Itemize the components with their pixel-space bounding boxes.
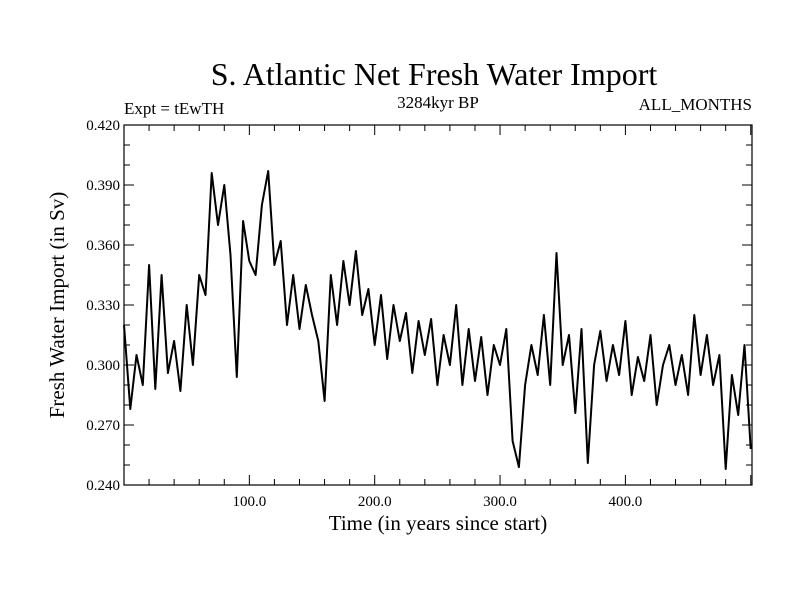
x-axis-label: Time (in years since start) <box>329 511 548 535</box>
x-tick-label: 400.0 <box>609 494 643 510</box>
subtitle-experiment: Expt = tEwTH <box>124 99 224 118</box>
y-tick-label: 0.330 <box>86 298 120 314</box>
x-tick-label: 300.0 <box>483 494 517 510</box>
y-axis-label: Fresh Water Import (in Sv) <box>45 192 69 419</box>
subtitle-months: ALL_MONTHS <box>639 95 752 114</box>
y-tick-label: 0.420 <box>86 118 120 134</box>
plot-frame <box>123 124 753 486</box>
series-line <box>123 170 752 470</box>
x-tick-label: 200.0 <box>358 494 392 510</box>
x-tick-label: 100.0 <box>232 494 266 510</box>
y-tick-label: 0.240 <box>86 478 120 494</box>
y-tick-label: 0.270 <box>86 418 120 434</box>
y-tick-label: 0.360 <box>86 238 120 254</box>
y-tick-label: 0.390 <box>86 178 120 194</box>
y-tick-label: 0.300 <box>86 358 120 374</box>
subtitle-time: 3284kyr BP <box>397 93 479 112</box>
chart-title: S. Atlantic Net Fresh Water Import <box>211 56 658 92</box>
